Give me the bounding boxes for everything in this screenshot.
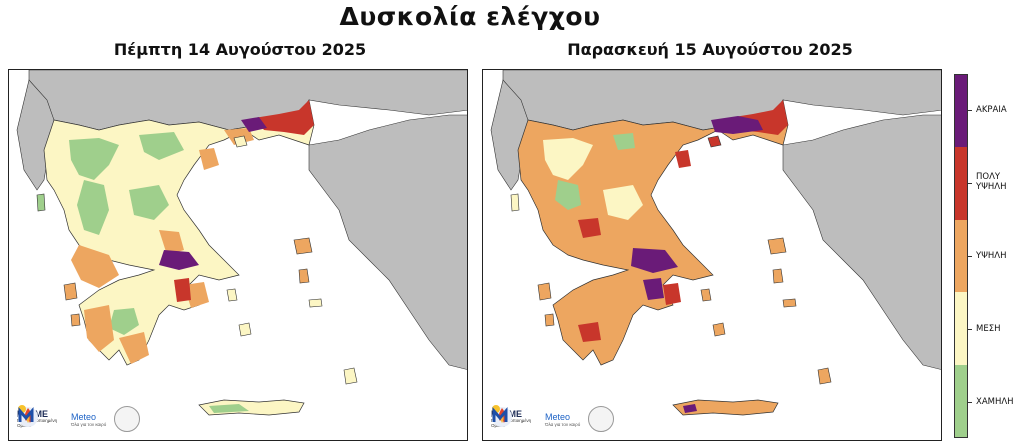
island-rhodes: [343, 367, 358, 385]
island-crete: [672, 399, 779, 416]
meteo-icon: [492, 405, 508, 422]
very-high-zone-chalkidiki: [675, 150, 691, 168]
map-panel-right: FLAME Περιφερειοποιημένη Ομάδα Meteo Όλα…: [482, 69, 942, 441]
very-high-zone-evros: [254, 100, 314, 135]
island-corfu: [510, 193, 520, 212]
legend-band-extreme: [955, 75, 967, 148]
meteo-name: Meteo: [71, 411, 97, 422]
island-samos: [782, 298, 797, 308]
legend-label-low: ΧΑΜΗΛΗ: [976, 397, 1014, 407]
high-zone-thrace: [224, 128, 254, 145]
island-lesvos: [293, 237, 313, 255]
map-title-right: Παρασκευή 15 Αυγούστου 2025: [567, 40, 853, 59]
legend-band-high: [955, 219, 967, 293]
neighbor-land-turkey: [782, 114, 941, 370]
high-zone-west: [71, 245, 119, 288]
legend-tick: [968, 329, 972, 330]
legend-label-very-high: ΠΟΛΥ ΥΨΗΛΗ: [976, 172, 1007, 192]
island-naxos: [238, 322, 252, 337]
map-panel-left: FLAME Περιφερειοποιημένη Ομάδα Meteo Όλα…: [8, 69, 468, 441]
island-thasos: [233, 135, 248, 148]
high-zone-pelop-west: [84, 305, 114, 352]
island-andros: [700, 288, 712, 302]
low-zone-pindus: [77, 180, 109, 235]
logos-right: FLAME Περιφερειοποιημένη Ομάδα Meteo Όλα…: [491, 404, 615, 434]
legend-band-medium: [955, 292, 967, 365]
legend-tick: [968, 183, 972, 184]
very-high-zone-attica: [663, 283, 681, 305]
low-zone-north: [69, 138, 119, 180]
low-zone-macedonia: [139, 132, 184, 160]
island-samos: [308, 298, 323, 308]
legend-band-low: [955, 364, 967, 438]
map-title-left: Πέμπτη 14 Αυγούστου 2025: [113, 40, 367, 59]
very-high-zone-central: [578, 218, 601, 238]
island-corfu: [36, 193, 46, 212]
extreme-zone-argolida: [643, 278, 664, 300]
island-zakynthos: [70, 313, 81, 327]
greece-map-left: [16, 70, 467, 416]
seal-icon: [114, 406, 141, 432]
medium-zone-thessaly: [603, 185, 643, 220]
legend-tick: [968, 110, 972, 111]
extreme-zone-evros: [711, 116, 763, 134]
legend-tick: [968, 256, 972, 257]
extreme-zone-corinth: [159, 250, 199, 270]
very-high-zone-argolida: [174, 278, 191, 302]
meteo-subtitle: Όλα για τον καιρό: [545, 421, 581, 427]
high-zone-pelop-south: [119, 332, 149, 364]
island-crete-green: [209, 404, 249, 413]
low-zone-macedonia: [613, 133, 635, 150]
low-zone-thessaly: [129, 185, 169, 220]
island-zakynthos: [544, 313, 555, 327]
island-kefalonia: [537, 282, 552, 301]
island-naxos: [712, 322, 726, 337]
island-thasos: [707, 135, 722, 148]
neighbor-land-albania: [490, 79, 529, 191]
island-chios: [298, 268, 310, 284]
legend-label-high: ΥΨΗΛΗ: [976, 251, 1007, 261]
high-zone-attica: [184, 282, 209, 308]
legend-label-medium: ΜΕΣΗ: [976, 324, 1001, 334]
meteo-subtitle: Όλα για τον καιρό: [71, 421, 107, 427]
very-high-zone-pelop: [578, 322, 601, 342]
legend-band-very-high: [955, 147, 967, 220]
seal-icon: [588, 406, 615, 432]
meteo-icon: [18, 405, 34, 422]
logos-left: FLAME Περιφερειοποιημένη Ομάδα Meteo Όλα…: [17, 404, 141, 434]
greece-map-right: [490, 70, 941, 416]
extreme-zone-evros: [241, 117, 267, 132]
extreme-zone-corinth: [631, 248, 678, 273]
legend-label-extreme: ΑΚΡΑΙΑ: [976, 105, 1007, 115]
meteo-logo: Meteo Όλα για τον καιρό: [18, 405, 107, 427]
neighbor-land-turkey: [308, 114, 467, 370]
island-lesvos: [767, 237, 787, 255]
high-zone-chalkidiki: [199, 148, 219, 170]
legend-colorbar: [954, 74, 968, 438]
meteo-name: Meteo: [545, 411, 571, 422]
meteo-logo: Meteo Όλα για τον καιρό: [492, 405, 581, 427]
low-zone-pelop: [109, 308, 139, 335]
island-kefalonia: [63, 282, 78, 301]
low-zone-pindus: [555, 180, 581, 210]
legend-tick: [968, 402, 972, 403]
island-crete-extreme: [683, 404, 697, 413]
medium-zone-north: [543, 138, 593, 180]
main-title: Δυσκολία ελέγχου: [339, 2, 601, 31]
neighbor-land-albania: [16, 79, 55, 191]
island-andros: [226, 288, 238, 302]
island-rhodes: [817, 367, 832, 385]
island-chios: [772, 268, 784, 284]
high-zone-evia: [159, 230, 184, 255]
